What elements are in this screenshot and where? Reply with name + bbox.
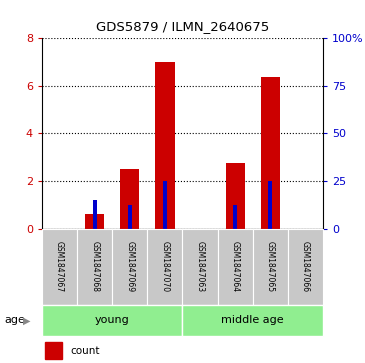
Bar	[120, 169, 139, 229]
Bar	[253, 229, 288, 305]
Text: GSM1847067: GSM1847067	[55, 241, 64, 292]
Bar	[128, 205, 132, 229]
Bar	[288, 229, 323, 305]
Text: GDS5879 / ILMN_2640675: GDS5879 / ILMN_2640675	[96, 20, 269, 33]
Text: GSM1847066: GSM1847066	[301, 241, 310, 292]
Text: middle age: middle age	[222, 315, 284, 325]
Bar	[147, 229, 182, 305]
Bar	[93, 200, 97, 229]
Text: GSM1847068: GSM1847068	[90, 241, 99, 292]
Text: GSM1847064: GSM1847064	[231, 241, 240, 292]
Text: count: count	[70, 346, 100, 356]
Bar	[112, 229, 147, 305]
Text: age: age	[4, 315, 25, 325]
Bar	[218, 229, 253, 305]
Bar	[268, 181, 272, 229]
Bar	[85, 215, 104, 229]
Bar	[233, 205, 237, 229]
Text: GSM1847070: GSM1847070	[161, 241, 169, 292]
Bar	[77, 229, 112, 305]
Bar	[155, 62, 174, 229]
Bar	[182, 305, 323, 336]
Bar	[163, 181, 167, 229]
Bar	[261, 77, 280, 229]
Text: GSM1847063: GSM1847063	[196, 241, 204, 292]
Text: GSM1847069: GSM1847069	[125, 241, 134, 292]
Bar	[45, 342, 62, 359]
Bar	[226, 163, 245, 229]
Bar	[42, 229, 77, 305]
Text: young: young	[95, 315, 130, 325]
Bar	[182, 229, 218, 305]
Bar	[42, 305, 182, 336]
Text: GSM1847065: GSM1847065	[266, 241, 275, 292]
Text: ▶: ▶	[23, 315, 30, 325]
